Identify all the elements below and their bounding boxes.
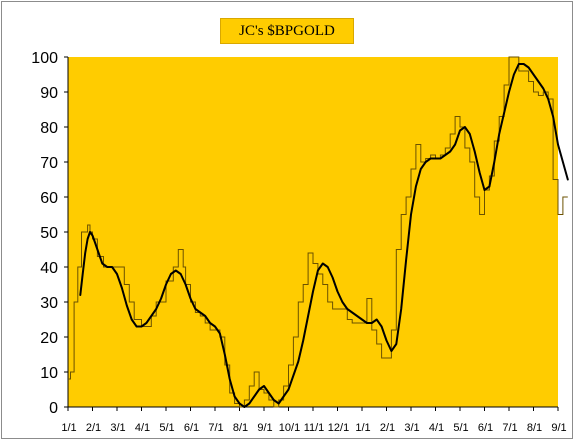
x-tick-label: 3/1 xyxy=(404,422,419,434)
x-tick-label: 6/1 xyxy=(478,422,493,434)
x-tick-label: 12/1 xyxy=(328,422,349,434)
x-tick-label: 2/1 xyxy=(380,422,395,434)
y-tick-label: 70 xyxy=(40,155,58,172)
y-tick-label: 60 xyxy=(40,190,58,207)
y-tick-label: 100 xyxy=(31,50,58,67)
x-tick-label: 3/1 xyxy=(110,422,125,434)
x-tick-label: 1/1 xyxy=(61,422,76,434)
x-tick-label: 1/1 xyxy=(355,422,370,434)
y-tick-label: 50 xyxy=(40,225,58,242)
x-tick-label: 8/1 xyxy=(233,422,248,434)
x-tick-label: 7/1 xyxy=(502,422,517,434)
y-tick-label: 30 xyxy=(40,295,58,312)
chart-title: JC's $BPGOLD xyxy=(220,18,354,44)
y-tick-label: 90 xyxy=(40,85,58,102)
smoothed-line xyxy=(79,63,569,408)
x-tick-label: 4/1 xyxy=(429,422,444,434)
x-tick-label: 4/1 xyxy=(135,422,150,434)
x-tick-label: 11/1 xyxy=(304,422,325,434)
y-tick-label: 20 xyxy=(40,330,58,347)
x-tick-label: 9/1 xyxy=(257,422,272,434)
x-tick-label: 7/1 xyxy=(208,422,223,434)
x-tick-label: 9/1 xyxy=(551,422,566,434)
x-tick-label: 6/1 xyxy=(184,422,199,434)
x-tick-label: 5/1 xyxy=(159,422,174,434)
x-tick-label: 8/1 xyxy=(527,422,542,434)
plot-area xyxy=(68,57,558,407)
x-tick-label: 2/1 xyxy=(86,422,101,434)
y-tick-label: 80 xyxy=(40,120,58,137)
x-tick-label: 5/1 xyxy=(453,422,468,434)
y-tick-label: 0 xyxy=(49,400,58,417)
y-tick-label: 10 xyxy=(40,365,58,382)
raw-line xyxy=(68,56,568,408)
y-tick-label: 40 xyxy=(40,260,58,277)
x-tick-label: 10/1 xyxy=(279,422,300,434)
